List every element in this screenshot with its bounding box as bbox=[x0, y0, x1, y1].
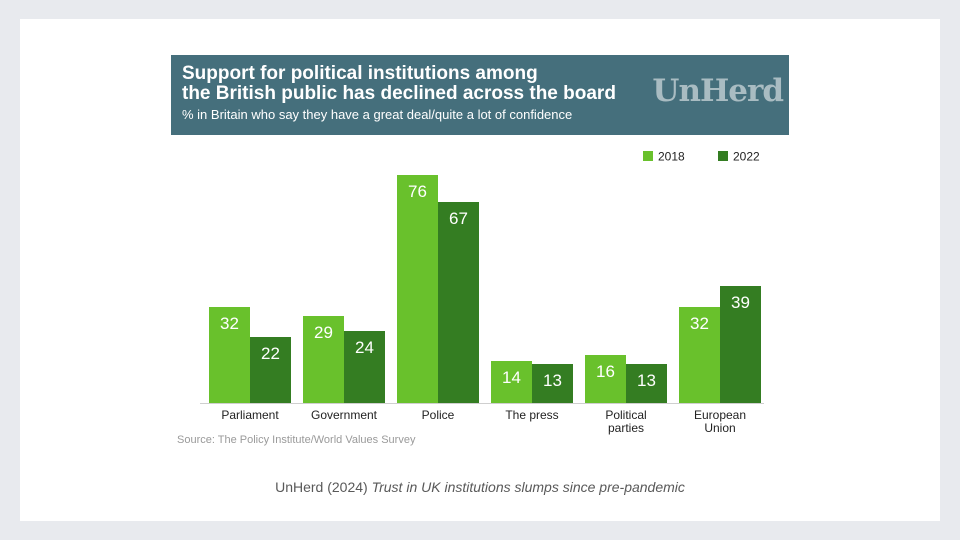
legend-swatch-2018 bbox=[643, 151, 653, 161]
bar-2018-parliament bbox=[209, 307, 250, 403]
bar-2018-police bbox=[397, 175, 438, 403]
category-label-parliament: Parliament bbox=[221, 408, 279, 422]
data-label-2018-government: 29 bbox=[314, 323, 333, 342]
chart-header-banner: Support for political institutions among… bbox=[171, 55, 789, 135]
data-label-2022-parliament: 22 bbox=[261, 344, 280, 363]
slide-caption: UnHerd (2024) Trust in UK institutions s… bbox=[0, 479, 960, 495]
data-label-2022-european-union: 39 bbox=[731, 293, 750, 312]
chart-title-line-2: the British public has declined across t… bbox=[182, 83, 616, 104]
caption-prefix: UnHerd (2024) bbox=[275, 479, 372, 495]
data-label-2022-political-parties: 13 bbox=[637, 371, 656, 390]
bar-2022-parliament bbox=[250, 337, 291, 403]
bar-2018-political-parties bbox=[585, 355, 626, 403]
data-label-2018-european-union: 32 bbox=[690, 314, 709, 333]
category-label-european-union-line-1: European bbox=[694, 408, 746, 422]
data-label-2022-police: 67 bbox=[449, 209, 468, 228]
category-label-political-parties-line-1: Political bbox=[605, 408, 646, 422]
legend-swatch-2022 bbox=[718, 151, 728, 161]
legend-label-2018: 2018 bbox=[658, 150, 685, 164]
chart-title-line-1: Support for political institutions among bbox=[182, 63, 538, 84]
bar-2018-the-press bbox=[491, 361, 532, 403]
category-label-the-press: The press bbox=[505, 408, 558, 422]
caption-title: Trust in UK institutions slumps since pr… bbox=[371, 479, 685, 495]
category-label-political-parties-line-2: parties bbox=[608, 421, 644, 435]
source-note: Source: The Policy Institute/World Value… bbox=[177, 434, 416, 446]
data-label-2022-the-press: 13 bbox=[543, 371, 562, 390]
category-label-police: Police bbox=[422, 408, 455, 422]
bar-2018-government bbox=[303, 316, 344, 403]
data-label-2018-the-press: 14 bbox=[502, 368, 521, 387]
data-label-2018-police: 76 bbox=[408, 182, 427, 201]
bar-2018-european-union bbox=[679, 307, 720, 403]
bar-2022-government bbox=[344, 331, 385, 403]
data-label-2022-government: 24 bbox=[355, 338, 374, 357]
category-label-government: Government bbox=[311, 408, 378, 422]
bar-2022-political-parties bbox=[626, 364, 667, 403]
bar-2022-police bbox=[438, 202, 479, 403]
bar-2022-the-press bbox=[532, 364, 573, 403]
bar-2022-european-union bbox=[720, 286, 761, 403]
category-label-european-union-line-2: Union bbox=[704, 421, 735, 435]
unherd-logo: UnHerd bbox=[652, 73, 784, 109]
chart-subtitle: % in Britain who say they have a great d… bbox=[182, 107, 573, 122]
data-label-2018-parliament: 32 bbox=[220, 314, 239, 333]
legend-label-2022: 2022 bbox=[733, 150, 760, 164]
data-label-2018-political-parties: 16 bbox=[596, 362, 615, 381]
